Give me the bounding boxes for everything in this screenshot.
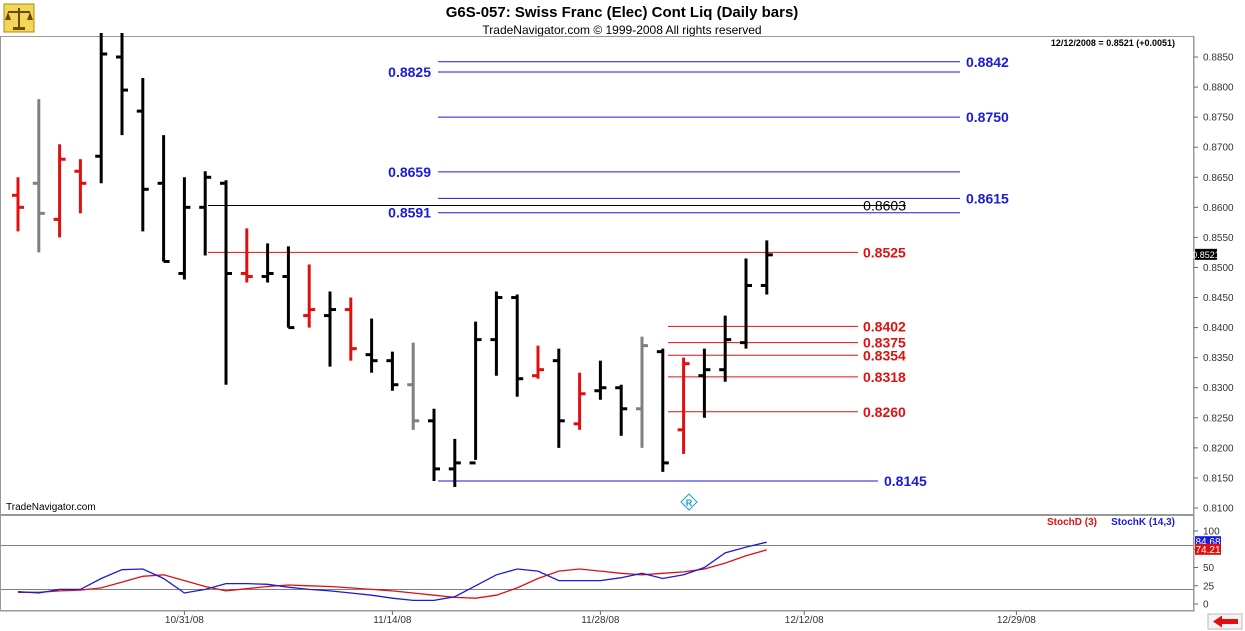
stoch-tick-label: 100 [1203,527,1220,538]
stochk-legend: StochK (14,3) [1111,517,1175,528]
date-tick-label: 12/12/08 [785,615,824,626]
price-tick-label: 0.8300 [1203,383,1234,394]
ohlc-bar [324,291,336,367]
date-axis: 10/31/08 11/14/08 11/28/08 12/12/08 12/29/08 [0,610,1194,626]
ohlc-bar [178,177,191,280]
ohlc-bar [116,32,128,136]
price-tick-label: 0.8400 [1203,323,1234,334]
ohlc-bar [199,171,212,256]
ohlc-bar [448,438,461,487]
stoch-last-label: 84.68 [1195,537,1220,548]
level-label: 0.8525 [863,244,906,260]
ohlc-bar [532,345,544,379]
ohlc-bar [407,342,420,430]
svg-text:R: R [686,498,693,508]
level-label: 0.8825 [388,64,431,80]
last-quote: 12/12/2008 = 0.8521 (+0.0051) [1051,38,1175,48]
date-tick-label: 11/14/08 [373,615,412,626]
ohlc-bar [386,351,399,391]
price-tick-label: 0.8600 [1203,203,1234,214]
price-tick-label: 0.8500 [1203,263,1234,274]
ohlc-bar [32,99,45,253]
ohlc-bar [573,372,586,430]
ohlc-bar [282,246,295,330]
ohlc-bar [656,348,669,472]
date-tick-label: 10/31/08 [165,615,204,626]
price-tick-label: 0.8150 [1203,473,1234,484]
date-tick-label: 11/28/08 [581,615,620,626]
ohlc-bar [303,264,316,328]
copyright-text: TradeNavigator.com © 1999-2008 All right… [482,23,761,37]
ohlc-bar [490,291,503,376]
ohlc-bar [74,159,87,214]
ohlc-bar [594,360,607,400]
price-tick-label: 0.8800 [1203,83,1234,94]
ohlc-bar [157,135,170,263]
stoch-lines [17,541,767,602]
stoch-series-line [17,541,767,602]
stoch-series-line [18,549,767,599]
ohlc-bar [220,180,232,385]
level-label: 0.8659 [388,164,431,180]
stoch-tick-label: 0 [1203,600,1209,611]
stoch-tick-label: 25 [1203,581,1215,592]
price-tick-label: 0.8200 [1203,443,1234,454]
ohlc-bar [511,294,524,397]
ohlc-bar [740,258,752,349]
level-label: 0.8145 [884,473,927,489]
level-label: 0.8354 [863,347,906,363]
watermark-text: TradeNavigator.com [6,502,96,513]
ohlc-bar [240,228,253,283]
ohlc-bar [636,336,648,448]
price-tick-label: 0.8850 [1203,53,1234,64]
price-tick-label: 0.8250 [1203,413,1234,424]
exit-arrow-icon[interactable] [1207,613,1243,630]
rollover-marker-icon: R [680,493,698,511]
ohlc-bar [677,357,690,454]
ohlc-bar [615,384,628,436]
level-label: 0.8260 [863,404,906,420]
ohlc-bar [53,144,66,238]
ohlc-bar [698,348,711,418]
price-tick-label: 0.8700 [1203,143,1234,154]
level-label: 0.8750 [966,109,1009,125]
ohlc-bar [469,321,482,465]
level-label: 0.8603 [863,198,906,214]
ohlc-bar [136,78,149,232]
ohlc-bar [12,177,24,232]
ohlc-bar [719,315,732,382]
last-price-tag: 0.8521 [1192,248,1220,260]
last-price-label: 0.8521 [1192,250,1220,260]
price-tick-label: 0.8350 [1203,353,1234,364]
level-label: 0.8402 [863,318,906,334]
stoch-last-label: 74.21 [1195,545,1220,556]
level-label: 0.8375 [863,335,906,351]
ohlc-bar [552,348,565,448]
stoch-tick-label: 50 [1203,563,1215,574]
price-axis: 0.8100 0.8150 0.8200 0.8250 0.8300 0.8350 0.84… [1194,53,1234,515]
level-label: 0.8591 [388,205,431,221]
logo-scales-icon [3,3,35,33]
level-label: 0.8842 [966,54,1009,70]
ohlc-bar [365,318,378,373]
price-tick-label: 0.8100 [1203,504,1234,515]
level-label: 0.8318 [863,369,906,385]
price-tick-label: 0.8650 [1203,173,1234,184]
ohlc-bar [760,240,773,295]
level-label: 0.8615 [966,190,1009,206]
price-tick-label: 0.8550 [1203,233,1234,244]
ohlc-bar [428,408,440,481]
bars-group [12,32,773,487]
date-tick-label: 12/29/08 [997,615,1036,626]
ohlc-bar [344,297,357,361]
ohlc-bar [95,32,108,184]
price-tick-label: 0.8750 [1203,113,1234,124]
chart-title: G6S-057: Swiss Franc (Elec) Cont Liq (Da… [446,4,799,21]
ohlc-bar [261,243,274,283]
price-tick-label: 0.8450 [1203,293,1234,304]
stochd-legend: StochD (3) [1047,517,1097,528]
levels-group: 0.8842 0.8825 0.8750 0.8659 0.8615 0.8603 0.85… [208,54,1009,489]
